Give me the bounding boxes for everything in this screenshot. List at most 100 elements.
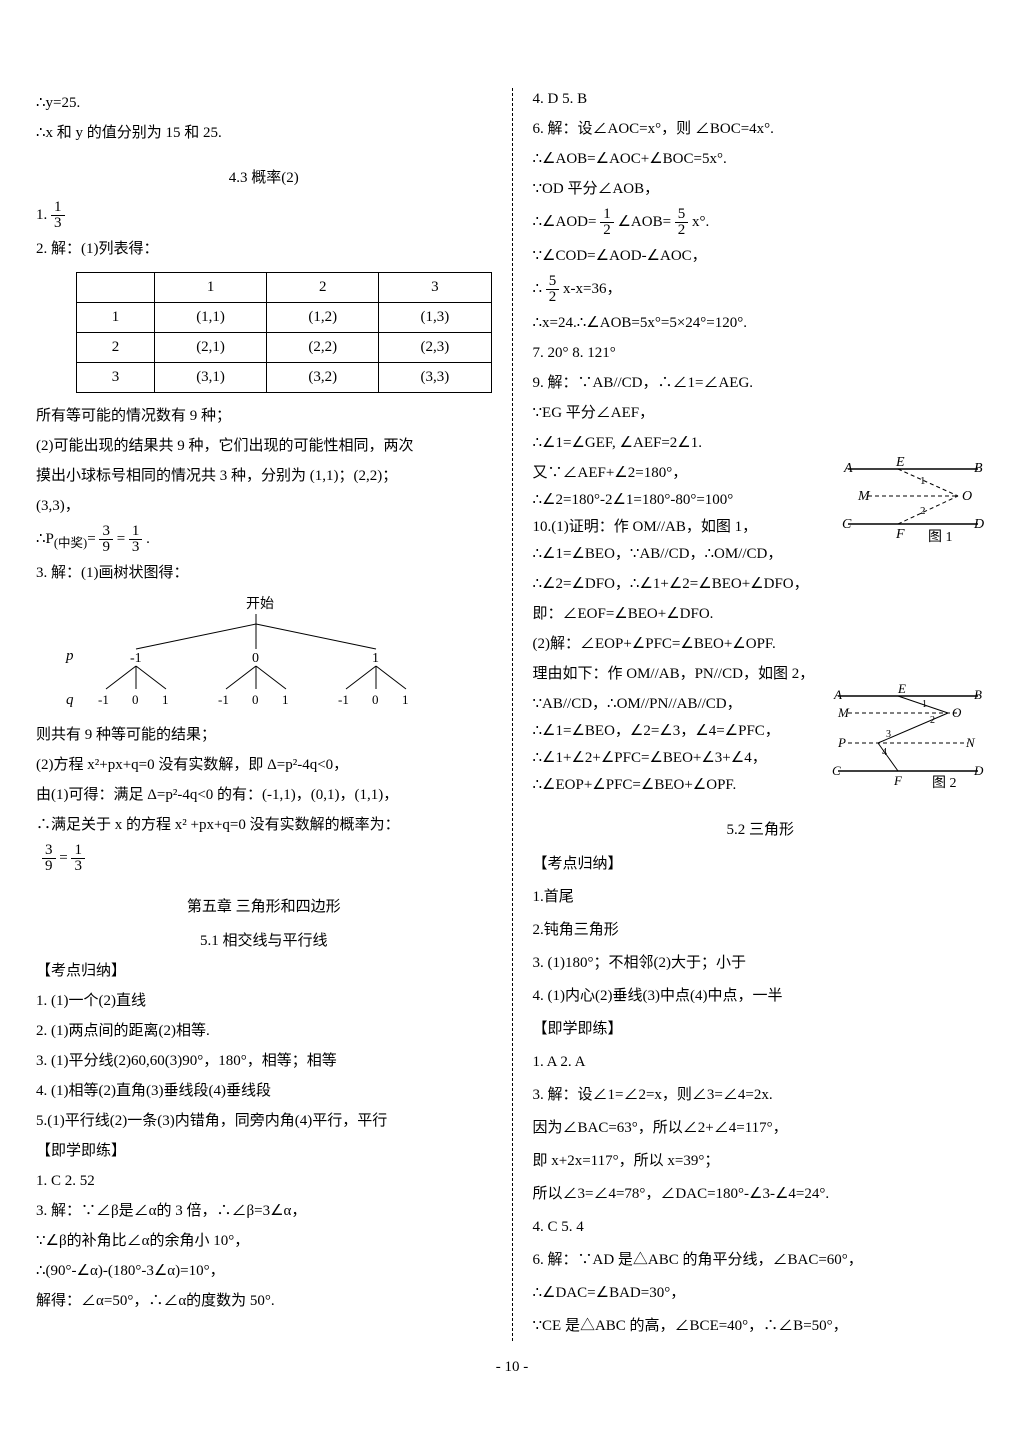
text-line: 9. 解：∵AB//CD，∴∠1=∠AEG. [533,371,989,395]
text-line: 由(1)可得：满足 Δ=p²-4q<0 的有：(-1,1)，(0,1)，(1,1… [36,783,492,807]
svg-text:C: C [842,517,852,532]
text-line: 4. (1)相等(2)直角(3)垂线段(4)垂线段 [36,1079,492,1103]
text-line: 4. C 5. 4 [533,1215,989,1239]
text-line: 所以∠3=∠4=78°，∠DAC=180°-∠3-∠4=24°. [533,1182,989,1206]
text-line: ∴满足关于 x 的方程 x² +px+q=0 没有实数解的概率为： [36,813,492,837]
text-line: ∵∠COD=∠AOD-∠AOC， [533,244,989,268]
svg-text:F: F [895,527,905,542]
td: (3,1) [154,363,266,393]
svg-text:M: M [857,489,871,504]
text-line: 3. 解：∵∠β是∠α的 3 倍，∴∠β=3∠α， [36,1199,492,1223]
text-line: 2.钝角三角形 [533,918,989,942]
svg-text:2: 2 [920,505,926,517]
text-line: ∴(90°-∠α)-(180°-3∠α)=10°， [36,1259,492,1283]
svg-text:-1: -1 [98,692,109,707]
text-line: ∴∠AOD= 1 2 ∠AOB= 5 2 x°. [533,207,989,238]
td: (3,2) [267,363,379,393]
text-line: ∵OD 平分∠AOB， [533,177,989,201]
svg-text:M: M [837,705,850,720]
svg-text:1: 1 [402,692,409,707]
page-number: - 10 - [36,1359,988,1376]
svg-text:q: q [66,692,74,708]
text-line: 即：∠EOF=∠BEO+∠DFO. [533,602,989,626]
outcome-table: 1 2 3 1 (1,1) (1,2) (1,3) 2 (2,1) (2,2) … [76,272,492,393]
svg-text:1: 1 [922,699,927,710]
text-line: ∴y=25. [36,91,492,115]
text-line: (3,3)， [36,494,492,518]
text-line: 因为∠BAC=63°，所以∠2+∠4=117°， [533,1116,989,1140]
tree-top: 开始 [246,596,274,612]
text-line: 3. (1)180°；不相邻(2)大于；小于 [533,951,989,975]
td: (2,1) [154,333,266,363]
td: (2,2) [267,333,379,363]
text-line: 6. 解：设∠AOC=x°，则 ∠BOC=4x°. [533,117,989,141]
text-line: ∵EG 平分∠AEF， [533,401,989,425]
figure-2: A E B M O P N C F D 1 2 3 4 图 2 [828,681,988,796]
text-line: 4. D 5. B [533,87,989,111]
text-line: (2)方程 x²+px+q=0 没有实数解，即 Δ=p²-4q<0， [36,753,492,777]
svg-text:4: 4 [882,747,887,758]
svg-text:N: N [965,735,976,750]
text-line: 所有等可能的情况数有 9 种； [36,404,492,428]
svg-text:O: O [952,705,962,720]
svg-text:0: 0 [372,692,379,707]
svg-text:-1: -1 [218,692,229,707]
right-column: 4. D 5. B 6. 解：设∠AOC=x°，则 ∠BOC=4x°. ∴∠AO… [533,28,989,1341]
q3: 3. 解：(1)画树状图得： [36,561,492,585]
text-line: (2)解：∠EOP+∠PFC=∠BEO+∠OPF. [533,632,989,656]
svg-text:1: 1 [372,651,379,666]
figure-1: A E B M O C F D 1 2 图 1 [838,454,988,549]
svg-text:-1: -1 [130,651,142,666]
text-line: ∴∠1=∠GEF, ∠AEF=2∠1. [533,431,989,455]
text-line: ∴x=24.∴∠AOB=5x°=5×24°=120°. [533,311,989,335]
text-line: ∴ 5 2 x-x=36， [533,274,989,305]
text-line: ∴∠DAC=∠BAD=30°， [533,1281,989,1305]
left-column: ∴y=25. ∴x 和 y 的值分别为 15 和 25. 4.3 概率(2) 1… [36,28,492,1341]
td: 2 [77,333,155,363]
text-line: (2)可能出现的结果共 9 种，它们出现的可能性相同，两次 [36,434,492,458]
text-line: 4. (1)内心(2)垂线(3)中点(4)中点，一半 [533,984,989,1008]
td: (1,3) [379,303,491,333]
section-51-title: 5.1 相交线与平行线 [36,929,492,953]
section-title-43: 4.3 概率(2) [36,166,492,187]
svg-text:-1: -1 [338,692,349,707]
text-line: 7. 20° 8. 121° [533,341,989,365]
text-line: 5.(1)平行线(2)一条(3)内错角，同旁内角(4)平行，平行 [36,1109,492,1133]
svg-text:0: 0 [252,692,259,707]
svg-text:B: B [974,687,982,702]
th: 1 [154,273,266,303]
text-line: 2. (1)两点间的距离(2)相等. [36,1019,492,1043]
td: 1 [77,303,155,333]
svg-text:C: C [832,763,841,778]
svg-text:3: 3 [886,729,891,740]
svg-text:1: 1 [162,692,169,707]
text-line: 6. 解：∵AD 是△ABC 的角平分线，∠BAC=60°， [533,1248,989,1272]
svg-text:E: E [895,455,905,470]
text-line: 3 9 = 1 3 [36,843,492,874]
svg-text:2: 2 [930,715,935,726]
text-line: 摸出小球标号相同的情况共 3 种，分别为 (1,1)；(2,2)； [36,464,492,488]
svg-text:F: F [893,773,903,788]
svg-text:A: A [833,687,842,702]
kaodian-heading-2: 【考点归纳】 [533,852,989,876]
svg-text:D: D [973,517,984,532]
svg-text:0: 0 [132,692,139,707]
td: (1,2) [267,303,379,333]
svg-text:p: p [65,648,74,664]
svg-text:0: 0 [252,651,259,666]
td: (1,1) [154,303,266,333]
text-line: ∴∠AOB=∠AOC+∠BOC=5x°. [533,147,989,171]
text-line: ∵CE 是△ABC 的高，∠BCE=40°，∴∠B=50°， [533,1314,989,1338]
svg-text:E: E [897,681,906,696]
tree-svg: 开始 p -1 0 1 q -101 -101 -101 [56,594,456,714]
text-line: 3. (1)平分线(2)60,60(3)90°，180°，相等；相等 [36,1049,492,1073]
chapter-5-title: 第五章 三角形和四边形 [36,895,492,916]
td: 3 [77,363,155,393]
jixue-heading-2: 【即学即练】 [533,1017,989,1041]
text-line: 3. 解：设∠1=∠2=x，则∠3=∠4=2x. [533,1083,989,1107]
kaodian-heading: 【考点归纳】 [36,959,492,983]
q1: 1. 1 3 [36,200,492,231]
text-line: 1. C 2. 52 [36,1169,492,1193]
text-line: 则共有 9 种等可能的结果； [36,723,492,747]
text-line: 1. A 2. A [533,1050,989,1074]
